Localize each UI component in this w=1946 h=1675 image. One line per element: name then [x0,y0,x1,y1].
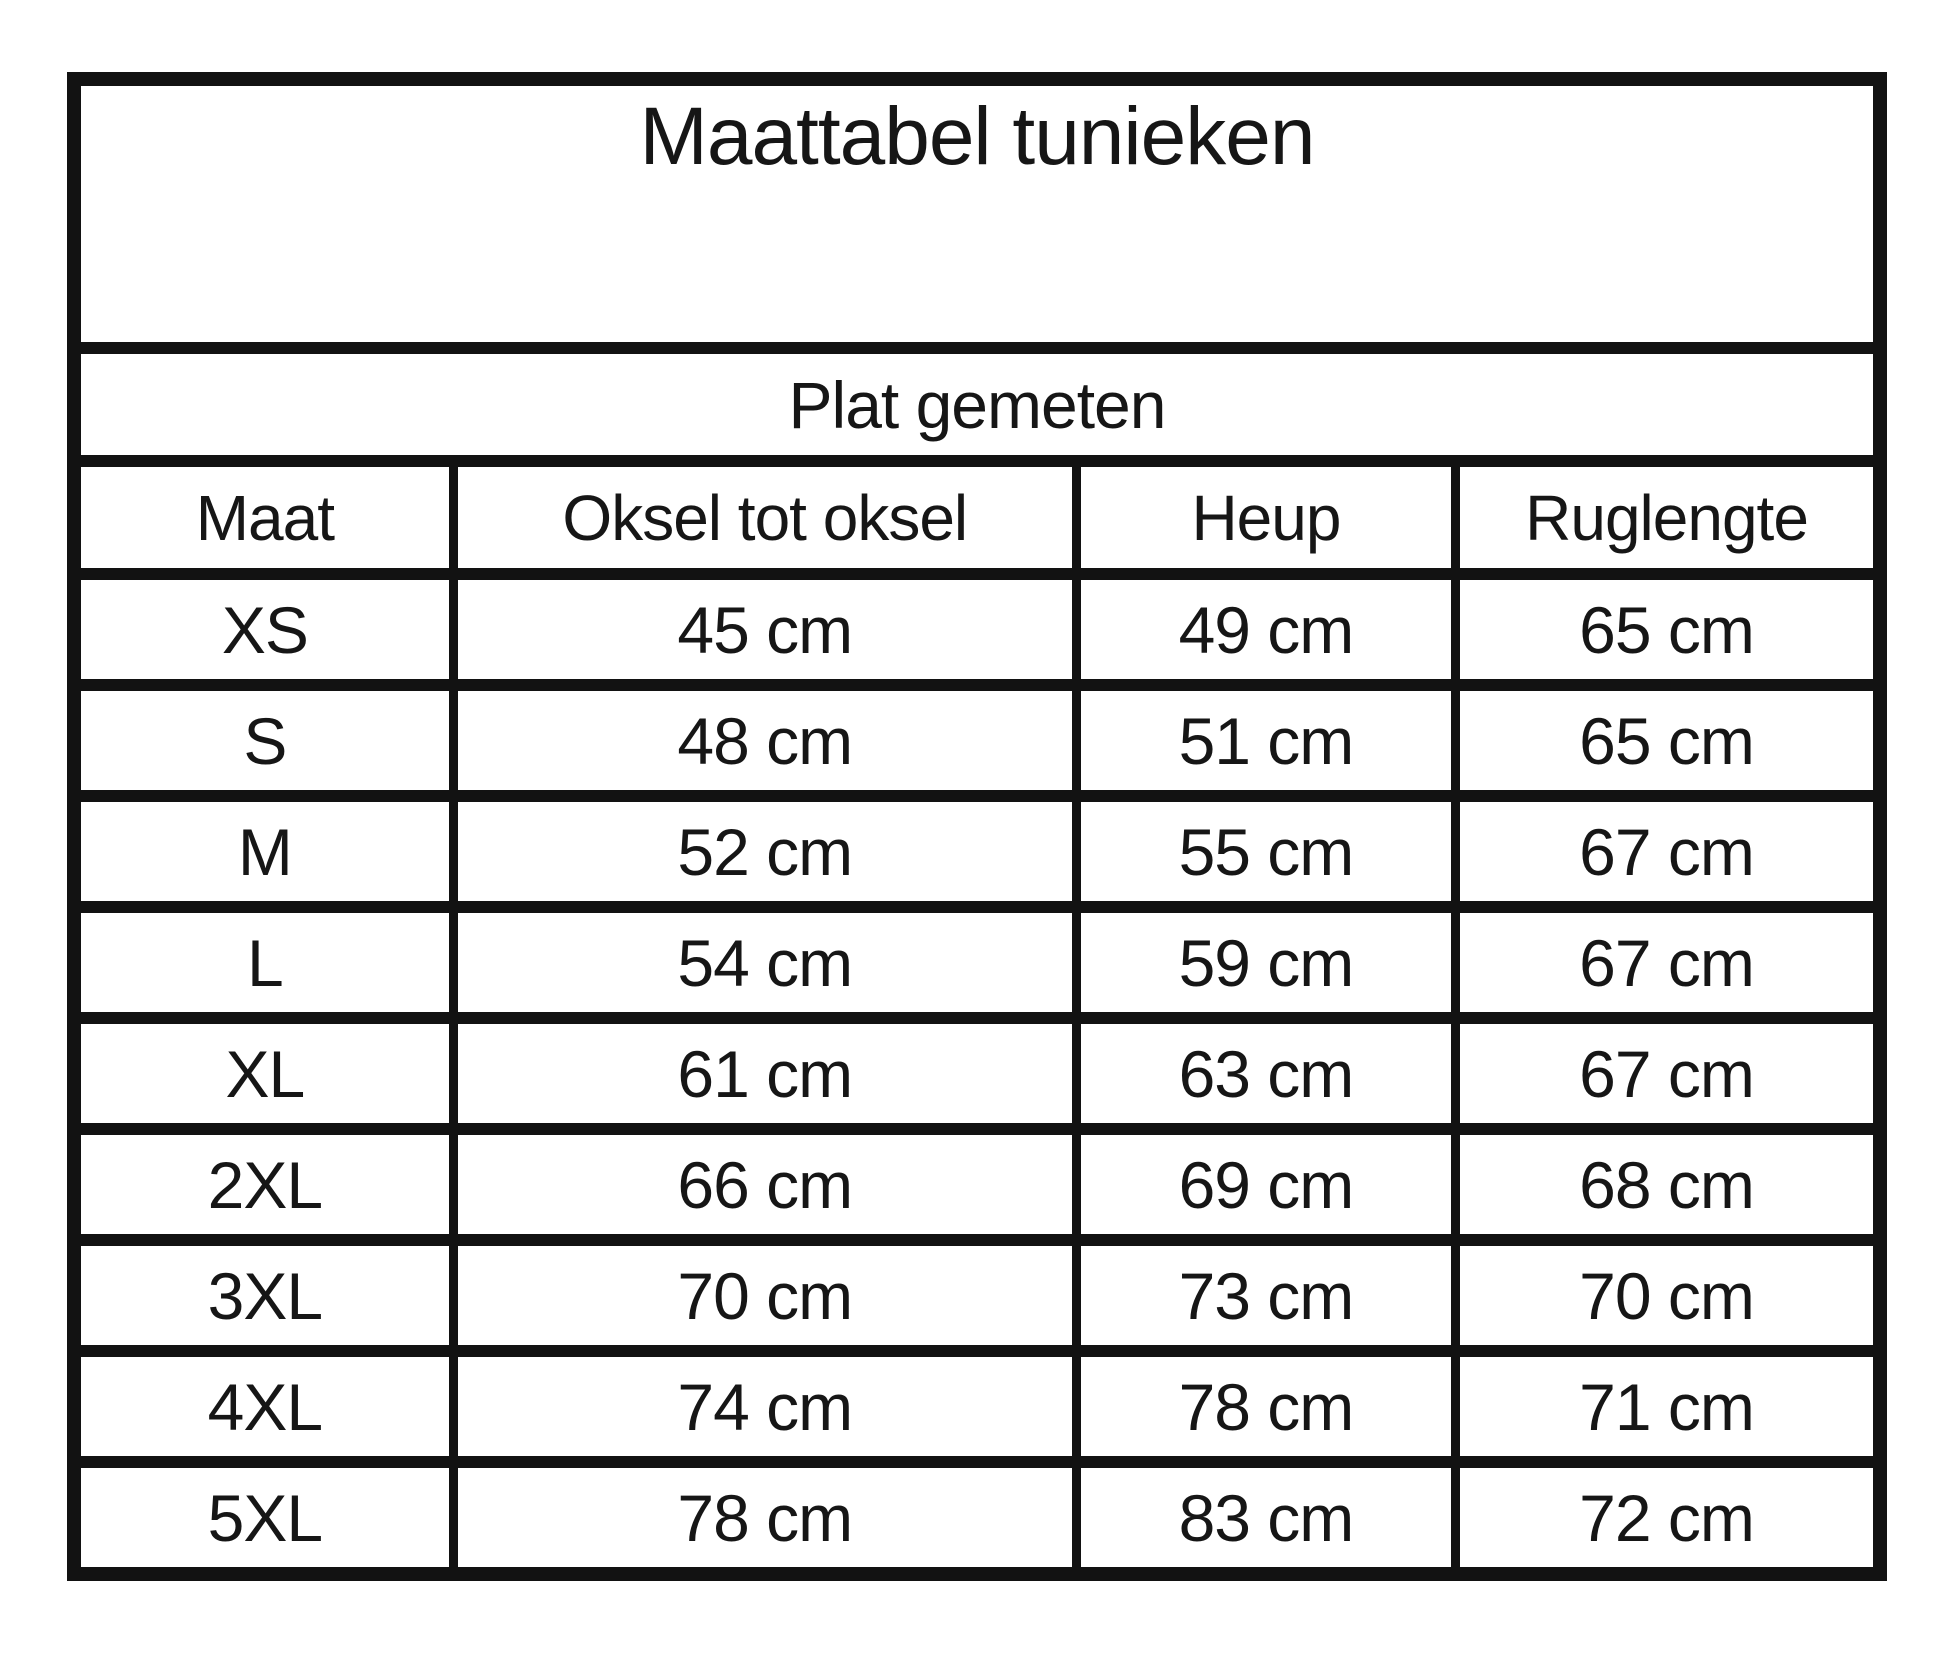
heup-cell: 83 cm [1071,1456,1461,1580]
heup-cell: 78 cm [1071,1345,1461,1468]
oksel-cell: 45 cm [448,568,1081,691]
heup-cell: 59 cm [1071,901,1461,1024]
table-row-l: L 54 cm 59 cm 67 cm [69,901,1885,1024]
oksel-cell: 61 cm [448,1012,1081,1135]
ruglengte-cell: 72 cm [1451,1456,1885,1580]
oksel-cell: 74 cm [448,1345,1081,1468]
size-cell: L [69,901,458,1024]
column-header-ruglengte: Ruglengte [1451,455,1885,580]
column-header-maat: Maat [69,455,458,580]
table-row-3xl: 3XL 70 cm 73 cm 70 cm [69,1234,1885,1357]
ruglengte-cell: 65 cm [1451,568,1885,691]
header-row: Maat Oksel tot oksel Heup Ruglengte [69,455,1885,580]
oksel-cell: 78 cm [448,1456,1081,1580]
column-header-oksel-tot-oksel: Oksel tot oksel [448,455,1081,580]
oksel-cell: 54 cm [448,901,1081,1024]
ruglengte-cell: 71 cm [1451,1345,1885,1468]
table-subtitle: Plat gemeten [69,342,1885,467]
heup-cell: 51 cm [1071,679,1461,802]
heup-cell: 69 cm [1071,1123,1461,1246]
size-cell: XS [69,568,458,691]
table-row-s: S 48 cm 51 cm 65 cm [69,679,1885,802]
heup-cell: 49 cm [1071,568,1461,691]
size-cell: 2XL [69,1123,458,1246]
heup-cell: 63 cm [1071,1012,1461,1135]
table-row-xl: XL 61 cm 63 cm 67 cm [69,1012,1885,1135]
subtitle-row: Plat gemeten [69,342,1885,467]
size-cell: XL [69,1012,458,1135]
ruglengte-cell: 67 cm [1451,790,1885,913]
size-cell: M [69,790,458,913]
size-cell: 3XL [69,1234,458,1357]
heup-cell: 73 cm [1071,1234,1461,1357]
table-row-m: M 52 cm 55 cm 67 cm [69,790,1885,913]
title-row: Maattabel tunieken [69,73,1885,354]
size-cell: S [69,679,458,802]
oksel-cell: 52 cm [448,790,1081,913]
heup-cell: 55 cm [1071,790,1461,913]
table-row-xs: XS 45 cm 49 cm 65 cm [69,568,1885,691]
ruglengte-cell: 67 cm [1451,901,1885,1024]
table-title: Maattabel tunieken [69,73,1885,354]
ruglengte-cell: 65 cm [1451,679,1885,802]
oksel-cell: 70 cm [448,1234,1081,1357]
ruglengte-cell: 68 cm [1451,1123,1885,1246]
ruglengte-cell: 67 cm [1451,1012,1885,1135]
table-row-2xl: 2XL 66 cm 69 cm 68 cm [69,1123,1885,1246]
table-row-4xl: 4XL 74 cm 78 cm 71 cm [69,1345,1885,1468]
oksel-cell: 66 cm [448,1123,1081,1246]
size-cell: 4XL [69,1345,458,1468]
oksel-cell: 48 cm [448,679,1081,802]
size-cell: 5XL [69,1456,458,1580]
table-row-5xl: 5XL 78 cm 83 cm 72 cm [69,1456,1885,1580]
ruglengte-cell: 70 cm [1451,1234,1885,1357]
column-header-heup: Heup [1071,455,1461,580]
size-table: Maattabel tunieken Plat gemeten Maat Oks… [67,72,1887,1581]
